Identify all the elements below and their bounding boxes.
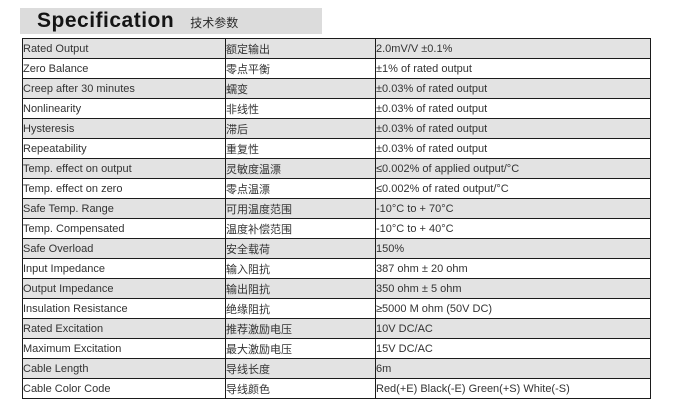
param-name-en: Cable Length — [22, 358, 226, 379]
param-name-en: Repeatability — [22, 138, 226, 159]
param-name-en: Creep after 30 minutes — [22, 78, 226, 99]
param-name-zh: 导线颜色 — [225, 378, 376, 399]
param-name-en: Nonlinearity — [22, 98, 226, 119]
param-name-zh: 安全载荷 — [225, 238, 376, 259]
param-value: ±0.03% of rated output — [375, 98, 651, 119]
table-row: Rated Output 额定输出 2.0mV/V ±0.1% — [22, 38, 651, 59]
param-name-zh: 输出阻抗 — [225, 278, 376, 299]
section-header-bar: Specification 技术参数 — [20, 8, 322, 34]
param-name-zh: 蠕变 — [225, 78, 376, 99]
param-value: 2.0mV/V ±0.1% — [375, 38, 651, 59]
table-row: Insulation Resistance 绝缘阻抗 ≥5000 M ohm (50… — [22, 298, 651, 319]
param-name-zh: 推荐激励电压 — [225, 318, 376, 339]
param-value: ±0.03% of rated output — [375, 138, 651, 159]
param-name-en: Temp. Compensated — [22, 218, 226, 239]
param-name-zh: 非线性 — [225, 98, 376, 119]
param-value: 6m — [375, 358, 651, 379]
table-row: Input Impedance 输入阻抗 387 ohm ± 20 ohm — [22, 258, 651, 279]
param-name-zh: 零点平衡 — [225, 58, 376, 79]
param-value: 10V DC/AC — [375, 318, 651, 339]
param-name-en: Rated Excitation — [22, 318, 226, 339]
table-row: Zero Balance 零点平衡 ±1% of rated output — [22, 58, 651, 79]
param-name-en: Temp. effect on output — [22, 158, 226, 179]
param-name-en: Rated Output — [22, 38, 226, 59]
param-value: -10°C to + 40°C — [375, 218, 651, 239]
table-row: Output Impedance 输出阻抗 350 ohm ± 5 ohm — [22, 278, 651, 299]
table-row: Safe Overload 安全载荷 150% — [22, 238, 651, 259]
param-value: ≥5000 M ohm (50V DC) — [375, 298, 651, 319]
section-title: Specification — [37, 9, 175, 32]
param-name-zh: 温度补偿范围 — [225, 218, 376, 239]
param-name-en: Insulation Resistance — [22, 298, 226, 319]
specification-table: Rated Output 额定输出 2.0mV/V ±0.1% Zero Balanc… — [22, 38, 651, 399]
section-subtitle-zh: 技术参数 — [190, 16, 239, 30]
param-name-zh: 灵敏度温漂 — [225, 158, 376, 179]
param-name-en: Cable Color Code — [22, 378, 226, 399]
table-row: Rated Excitation 推荐激励电压 10V DC/AC — [22, 318, 651, 339]
param-value: 15V DC/AC — [375, 338, 651, 359]
param-name-en: Hysteresis — [22, 118, 226, 139]
table-row: Temp. Compensated 温度补偿范围 -10°C to + 40°C — [22, 218, 651, 239]
param-name-en: Temp. effect on zero — [22, 178, 226, 199]
param-name-zh: 输入阻抗 — [225, 258, 376, 279]
table-row: Cable Color Code 导线颜色 Red(+E) Black(-E) Gr… — [22, 378, 651, 399]
param-name-en: Safe Temp. Range — [22, 198, 226, 219]
table-row: Temp. effect on output 灵敏度温漂 ≤0.002% of ap… — [22, 158, 651, 179]
param-value: ≤0.002% of rated output/°C — [375, 178, 651, 199]
param-value: 350 ohm ± 5 ohm — [375, 278, 651, 299]
param-name-zh: 最大激励电压 — [225, 338, 376, 359]
param-value: ≤0.002% of applied output/°C — [375, 158, 651, 179]
param-name-zh: 额定输出 — [225, 38, 376, 59]
param-name-zh: 绝缘阻抗 — [225, 298, 376, 319]
param-name-zh: 可用温度范围 — [225, 198, 376, 219]
param-value: Red(+E) Black(-E) Green(+S) White(-S) — [375, 378, 651, 399]
param-value: 150% — [375, 238, 651, 259]
param-value: ±1% of rated output — [375, 58, 651, 79]
table-row: Safe Temp. Range 可用温度范围 -10°C to + 70°C — [22, 198, 651, 219]
table-row: Hysteresis 滞后 ±0.03% of rated output — [22, 118, 651, 139]
param-value: ±0.03% of rated output — [375, 118, 651, 139]
table-row: Temp. effect on zero 零点温漂 ≤0.002% of rated… — [22, 178, 651, 199]
table-row: Cable Length 导线长度 6m — [22, 358, 651, 379]
param-value: ±0.03% of rated output — [375, 78, 651, 99]
param-name-zh: 导线长度 — [225, 358, 376, 379]
table-row: Repeatability 重复性 ±0.03% of rated output — [22, 138, 651, 159]
param-value: 387 ohm ± 20 ohm — [375, 258, 651, 279]
param-name-en: Output Impedance — [22, 278, 226, 299]
param-name-en: Zero Balance — [22, 58, 226, 79]
param-name-en: Maximum Excitation — [22, 338, 226, 359]
specification-table-body: Rated Output 额定输出 2.0mV/V ±0.1% Zero Balanc… — [22, 38, 651, 399]
table-row: Nonlinearity 非线性 ±0.03% of rated output — [22, 98, 651, 119]
param-name-zh: 滞后 — [225, 118, 376, 139]
param-name-zh: 零点温漂 — [225, 178, 376, 199]
table-row: Maximum Excitation 最大激励电压 15V DC/AC — [22, 338, 651, 359]
param-name-zh: 重复性 — [225, 138, 376, 159]
param-name-en: Input Impedance — [22, 258, 226, 279]
param-value: -10°C to + 70°C — [375, 198, 651, 219]
table-row: Creep after 30 minutes 蠕变 ±0.03% of rated … — [22, 78, 651, 99]
param-name-en: Safe Overload — [22, 238, 226, 259]
